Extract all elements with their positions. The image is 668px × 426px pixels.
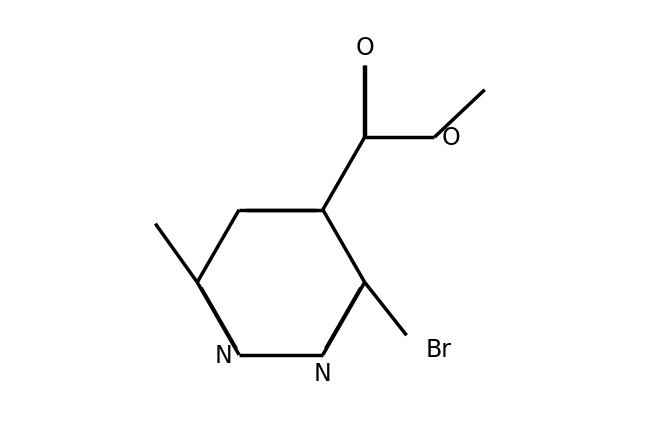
Text: N: N bbox=[314, 361, 332, 385]
Text: O: O bbox=[355, 36, 374, 60]
Text: N: N bbox=[214, 343, 232, 367]
Text: Br: Br bbox=[426, 337, 452, 361]
Text: O: O bbox=[441, 126, 460, 150]
